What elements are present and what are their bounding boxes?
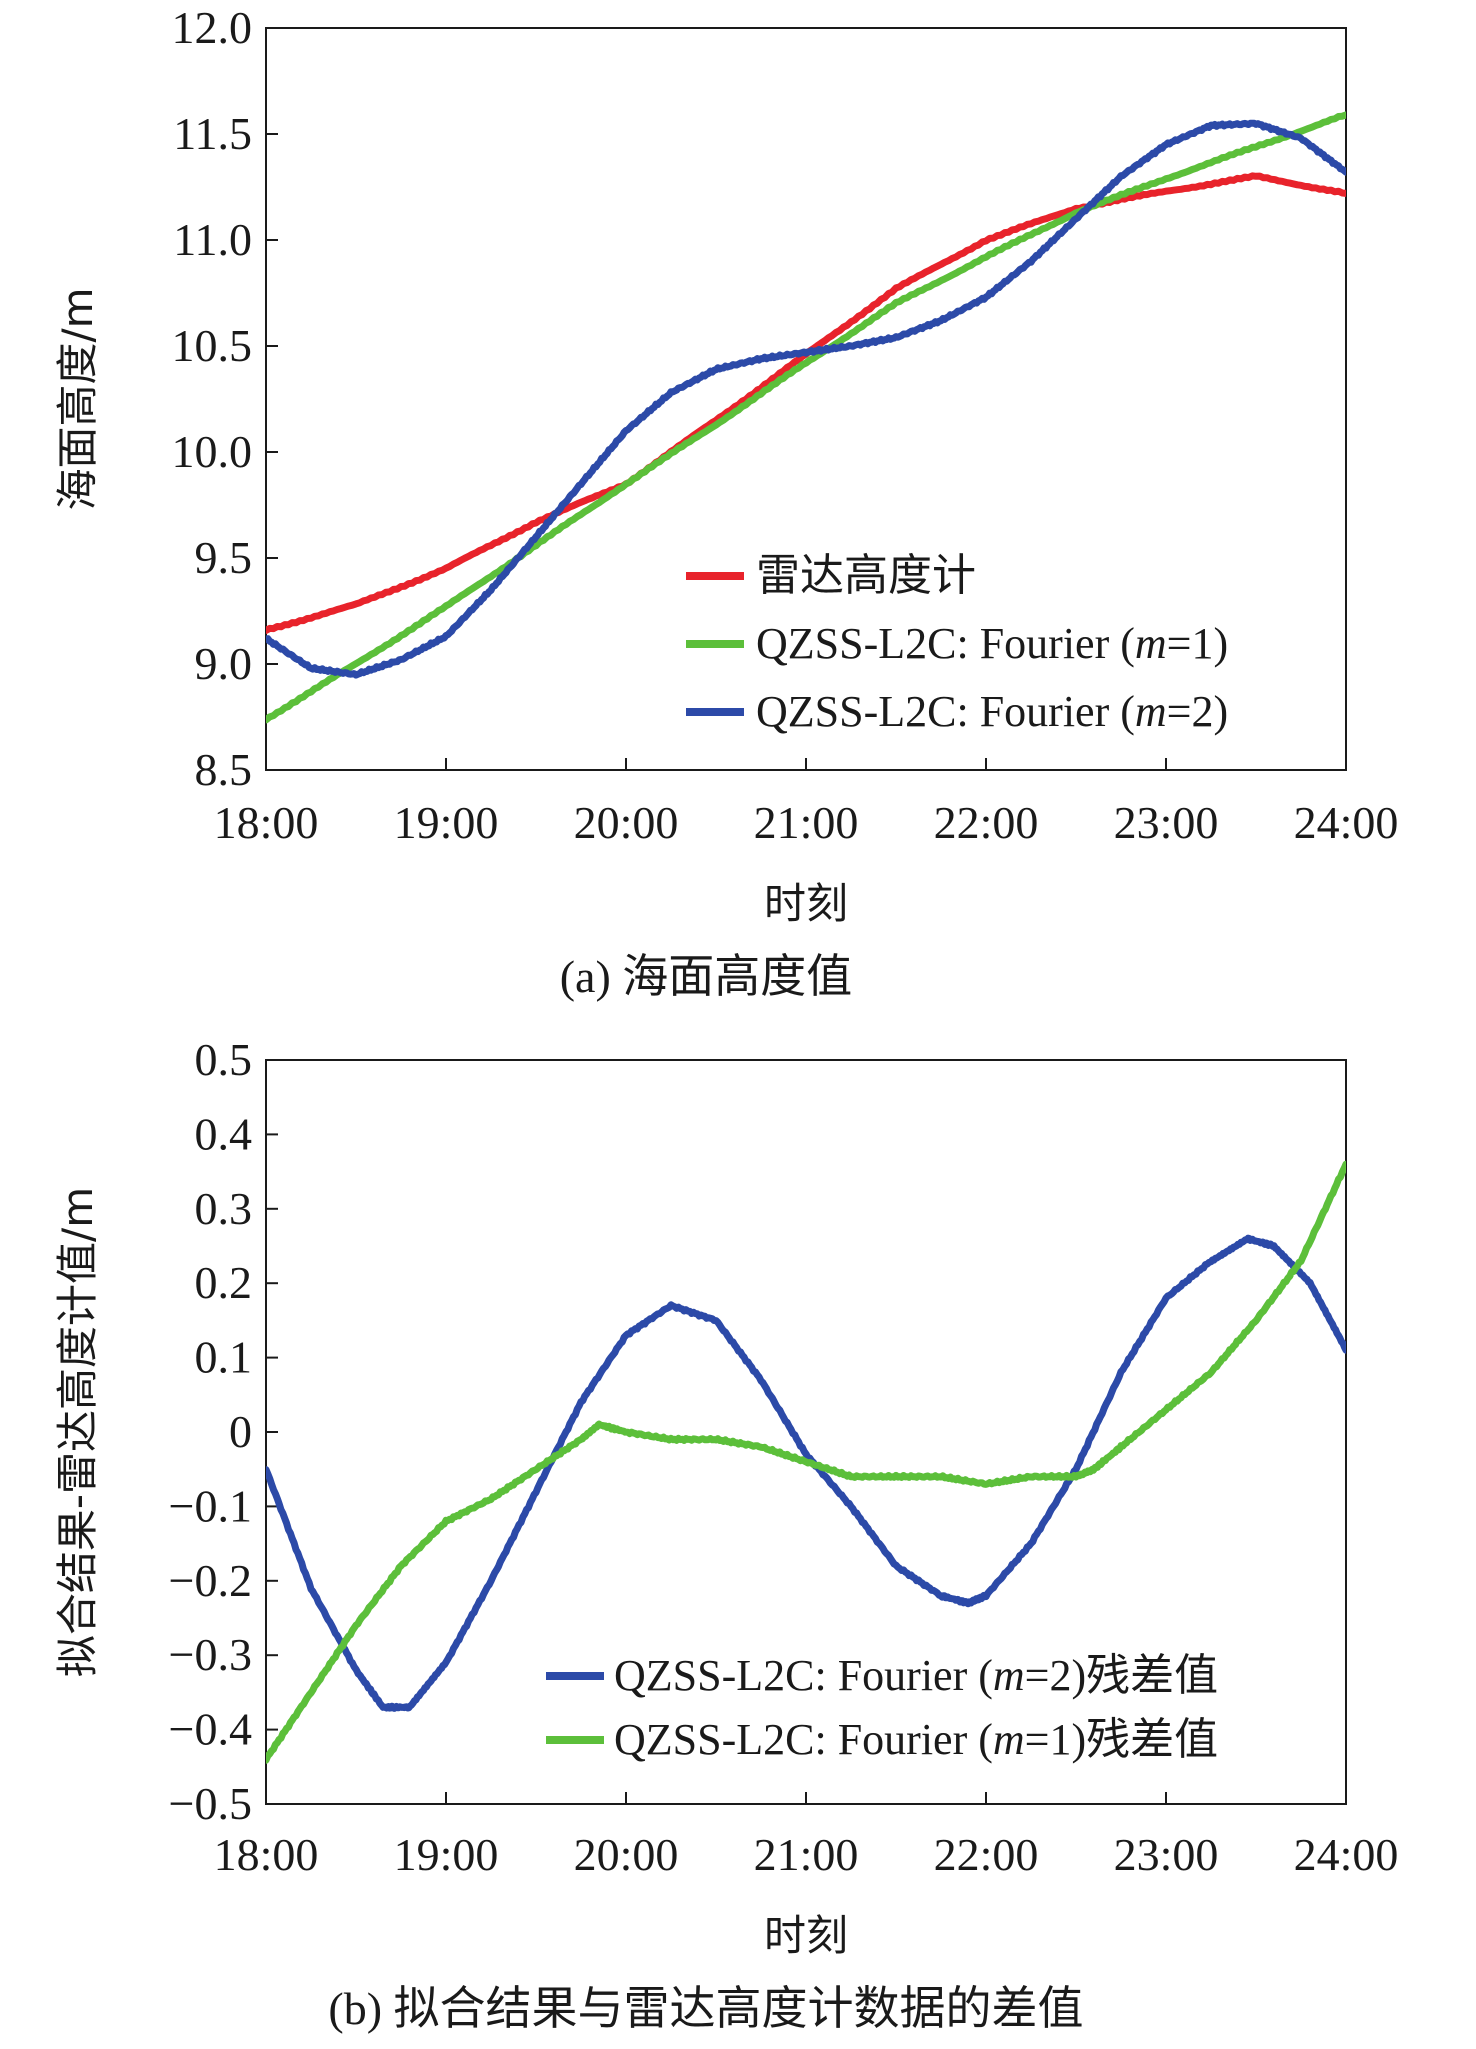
x-axis-label: 时刻 (764, 1911, 848, 1960)
y-tick-label: −0.2 (169, 1555, 252, 1606)
x-tick-label: 18:00 (214, 1829, 319, 1880)
x-tick-label: 23:00 (1114, 797, 1219, 848)
y-tick-label: 0.4 (195, 1108, 253, 1159)
y-axis-label: 拟合结果-雷达高度计值/m (53, 1187, 102, 1677)
y-tick-label: 0.3 (195, 1183, 253, 1234)
series-line-1 (266, 1234, 1346, 1712)
y-tick-label: 0.2 (195, 1257, 253, 1308)
x-tick-label: 22:00 (934, 797, 1039, 848)
y-tick-label: −0.1 (169, 1480, 252, 1531)
x-tick-label: 20:00 (574, 797, 679, 848)
y-tick-label: 10.0 (172, 426, 253, 477)
y-tick-label: 10.5 (172, 320, 253, 371)
x-tick-label: 19:00 (394, 797, 499, 848)
legend-label: QZSS-L2C: Fourier (m=1)残差值 (614, 1715, 1218, 1764)
y-tick-label: −0.4 (169, 1704, 252, 1755)
legend: 雷达高度计 QZSS-L2C: Fourier (m=1) QZSS-L2C: Fo… (686, 551, 1228, 736)
legend-label: QZSS-L2C: Fourier (m=2) (756, 687, 1228, 736)
x-tick-label: 20:00 (574, 1829, 679, 1880)
chart-caption: (b) 拟合结果与雷达高度计数据的差值 (328, 1983, 1083, 2034)
chart-panel-b: 18:00 19:00 20:00 21:00 22:00 23:00 24:00 −0.5 −… (53, 1034, 1398, 2034)
y-tick-label: 0.5 (195, 1034, 253, 1085)
x-tick-label: 21:00 (754, 797, 859, 848)
y-tick-label: 9.5 (195, 532, 253, 583)
y-tick-label: −0.3 (169, 1629, 252, 1680)
y-axis-label: 海面高度/m (53, 287, 102, 510)
y-tick-label: 0 (229, 1406, 252, 1457)
y-tick-label: −0.5 (169, 1778, 252, 1829)
x-tick-label: 21:00 (754, 1829, 859, 1880)
legend-label: 雷达高度计 (756, 551, 976, 600)
legend: QZSS-L2C: Fourier (m=2)残差值 QZSS-L2C: Four… (546, 1651, 1218, 1764)
y-tick-label: 9.0 (195, 638, 253, 689)
series-line-2 (266, 1160, 1346, 1764)
series-line-3 (266, 119, 1346, 679)
legend-label: QZSS-L2C: Fourier (m=1) (756, 619, 1228, 668)
legend-label: QZSS-L2C: Fourier (m=2)残差值 (614, 1651, 1218, 1700)
x-tick-label: 23:00 (1114, 1829, 1219, 1880)
y-tick-label: 11.0 (173, 214, 252, 265)
x-tick-label: 24:00 (1294, 1829, 1399, 1880)
y-tick-label: 11.5 (173, 108, 252, 159)
chart-caption: (a) 海面高度值 (560, 951, 853, 1002)
x-tick-label: 22:00 (934, 1829, 1039, 1880)
y-tick-label: 0.1 (195, 1332, 253, 1383)
x-tick-label: 24:00 (1294, 797, 1399, 848)
y-tick-label: 8.5 (195, 744, 253, 795)
x-axis-label: 时刻 (764, 879, 848, 928)
x-tick-label: 18:00 (214, 797, 319, 848)
y-tick-label: 12.0 (172, 2, 253, 53)
chart-panel-a: 18:00 19:00 20:00 21:00 22:00 23:00 24:00 8.5 9.… (53, 2, 1398, 1002)
x-tick-label: 19:00 (394, 1829, 499, 1880)
series-line-2 (266, 111, 1346, 724)
